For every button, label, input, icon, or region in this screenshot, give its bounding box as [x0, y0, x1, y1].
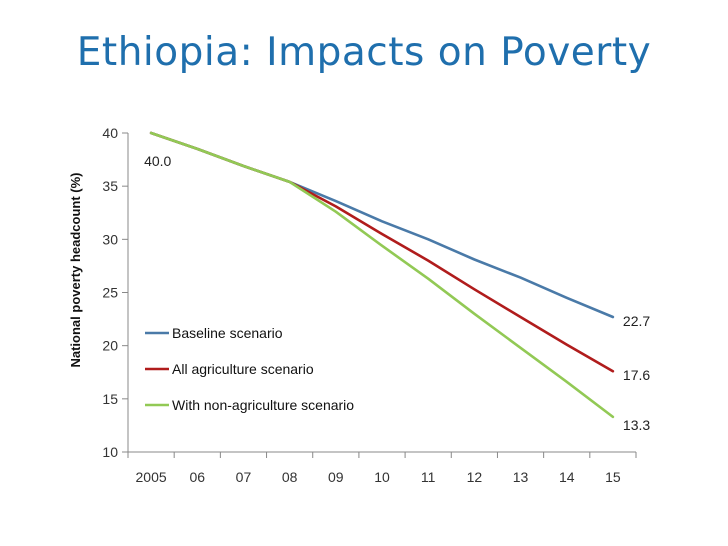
legend-label-1: Baseline scenario — [172, 325, 283, 341]
slide-title: Ethiopia: Impacts on Poverty — [76, 30, 652, 75]
x-tick-label: 15 — [605, 469, 621, 485]
x-tick-label: 07 — [236, 469, 252, 485]
data-label: 17.6 — [623, 367, 650, 383]
chart-legend: Baseline scenario All agriculture scenari… — [145, 325, 354, 413]
x-tick-label: 08 — [282, 469, 298, 485]
x-tick-label: 10 — [374, 469, 390, 485]
x-tick-label: 09 — [328, 469, 344, 485]
y-tick-label: 25 — [102, 285, 118, 301]
y-tick-label: 35 — [102, 178, 118, 194]
data-label: 40.0 — [144, 153, 171, 169]
y-tick-label: 20 — [102, 338, 118, 354]
legend-label-3: With non-agriculture scenario — [172, 397, 354, 413]
data-label: 22.7 — [623, 313, 650, 329]
data-label: 13.3 — [623, 417, 650, 433]
x-tick-label: 06 — [189, 469, 205, 485]
legend-label-2: All agriculture scenario — [172, 361, 314, 377]
y-tick-label: 40 — [102, 125, 118, 141]
y-tick-label: 30 — [102, 231, 118, 247]
x-tick-label: 12 — [467, 469, 483, 485]
chart-series-lines — [149, 131, 615, 419]
y-tick-label: 15 — [102, 391, 118, 407]
x-tick-label: 11 — [421, 469, 436, 485]
x-tick-label: 14 — [559, 469, 575, 485]
chart-axes: 10 15 20 25 30 35 40 2005 06 07 08 09 10 11 12 13 14 15 — [102, 125, 637, 485]
x-tick-label: 13 — [513, 469, 529, 485]
chart-data-labels: 40.0 22.7 17.6 13.3 — [144, 153, 650, 433]
x-tick-label: 2005 — [136, 469, 167, 485]
y-tick-label: 10 — [102, 444, 118, 460]
series-line-1 — [149, 131, 615, 319]
y-axis-label: National poverty headcount (%) — [68, 172, 83, 367]
series-line-3 — [149, 131, 615, 419]
